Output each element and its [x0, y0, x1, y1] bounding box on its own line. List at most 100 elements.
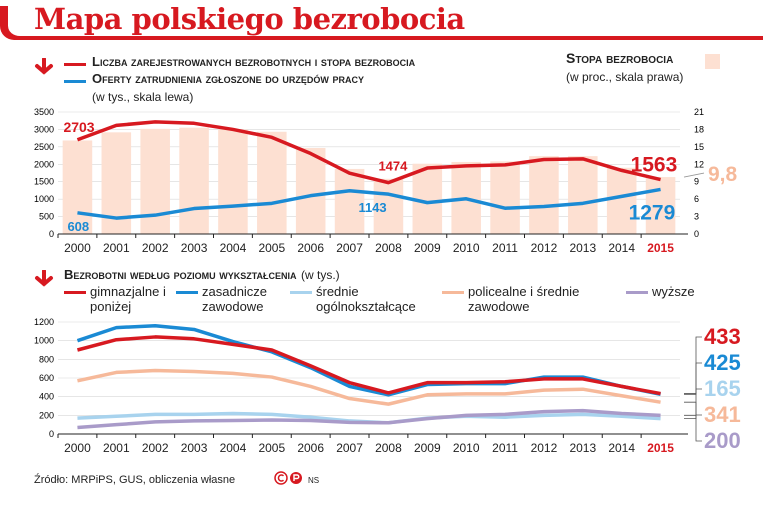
y2-tick-label: 3 [694, 212, 699, 222]
legend-swatch-unemployed [64, 63, 86, 66]
arrow-down-icon [35, 58, 53, 75]
y-tick-label: 1000 [34, 336, 54, 346]
end-connector [684, 414, 702, 442]
x-tick-label: 2003 [181, 441, 208, 455]
rate-bar [62, 140, 93, 234]
x-tick-label: 2009 [414, 441, 441, 455]
rate-bar [645, 177, 676, 234]
end-connector [684, 362, 702, 395]
y-tick-label: 1200 [34, 317, 54, 327]
offers-line [77, 187, 661, 220]
end-connector [684, 336, 702, 394]
edu-line-2 [76, 323, 661, 397]
y-tick-label: 400 [39, 392, 54, 402]
rate-bar [218, 129, 248, 234]
x-tick-label: 2005 [258, 441, 285, 455]
rate-bar [140, 128, 170, 234]
end-label-1: 433 [704, 324, 741, 349]
edu-line-1 [76, 335, 661, 396]
left-scale-note: (w tys., skala lewa) [92, 90, 194, 104]
education-unit: (w tys.) [301, 268, 340, 282]
label-last-rate: 9,8 [708, 163, 738, 186]
label-last-red: 1563 [631, 154, 678, 177]
label-mid-red: 1474 [378, 159, 408, 174]
end-connector [684, 401, 702, 416]
rate-bar [568, 156, 598, 234]
x-tick-label: 2004 [220, 241, 247, 255]
x-tick-label: 2008 [375, 241, 402, 255]
education-title: Bezrobotni według poziomu wykształcenia [64, 267, 297, 282]
rate-bar [257, 131, 287, 234]
label-last-blue: 1279 [629, 201, 676, 224]
x-tick-label: 2002 [142, 441, 169, 455]
arrow-down-icon [35, 270, 53, 287]
copyright-icon [274, 471, 302, 485]
edu-line-4 [77, 368, 661, 406]
legend-edu-5: wyższe [652, 284, 695, 299]
rate-bar [373, 178, 404, 234]
x-tick-label: 2013 [569, 241, 596, 255]
x-tick-label: 2012 [531, 241, 558, 255]
x-tick-label: 2000 [64, 441, 91, 455]
end-label-5: 200 [704, 428, 741, 453]
chart-unemployment: 0 500 1000 1500 2000 2500 3000 3500 0 3 6 9 12 15 18 21… [34, 107, 738, 255]
x-tick-label: 2010 [453, 241, 480, 255]
rate-bar [490, 161, 520, 234]
y-tick-label: 3500 [34, 107, 54, 117]
x-tick-label: 2001 [103, 241, 130, 255]
y2-tick-label: 21 [694, 107, 704, 117]
y-tick-label: 3000 [34, 124, 54, 134]
title-banner: Mapa polskiego bezrobocia [0, 0, 763, 46]
x-tick-label: 2005 [258, 241, 285, 255]
x-tick-label: 2001 [103, 441, 130, 455]
rate-bar [334, 168, 365, 234]
legend-edu-1: gimnazjalne i poniżej [90, 284, 166, 314]
y-tick-label: 1500 [34, 177, 54, 187]
legend-swatch-offers [64, 80, 86, 83]
x-tick-label: 2010 [453, 441, 480, 455]
x-tick-label: 2006 [297, 441, 324, 455]
source-note: Źródło: MRPiPS, GUS, obliczenia własne [34, 474, 236, 486]
rate-bar [179, 127, 209, 234]
rate-bar [529, 156, 559, 234]
credit: NS [308, 476, 320, 485]
y-tick-label: 800 [39, 354, 54, 364]
legend-offers: Oferty zatrudnienia zgłoszone do urzędów… [92, 71, 364, 86]
x-tick-label: 2015 [647, 441, 674, 455]
label-first-blue: 608 [67, 219, 89, 234]
right-scale-note: (w proc., skala prawa) [566, 70, 684, 84]
y-tick-label: 1000 [34, 194, 54, 204]
chart-education: 0 200 400 600 800 1000 1200 2000 2001 2002 2003 200… [34, 317, 741, 455]
swatch-edu-2 [176, 291, 198, 294]
y2-tick-label: 0 [694, 229, 699, 239]
x-tick-label: 2011 [492, 441, 518, 455]
label-mid-blue: 1143 [358, 200, 386, 215]
legend-edu-4: policealne i średnie zawodowe [468, 284, 580, 314]
y-tick-label: 500 [39, 212, 54, 222]
rate-bar [295, 148, 326, 234]
y2-tick-label: 12 [694, 159, 704, 169]
y2-tick-label: 18 [694, 124, 704, 134]
legend-edu-3: średnie ogólnokształcące [316, 284, 416, 314]
y2-tick-label: 9 [694, 177, 699, 187]
label-first-red: 2703 [63, 119, 94, 135]
legend-unemployed: Liczba zarejestrowanych bezrobotnych i s… [92, 54, 416, 69]
y-tick-label: 200 [39, 410, 54, 420]
y-tick-label: 0 [49, 229, 54, 239]
legend-rate-title: Stopa bezrobocia [566, 50, 674, 66]
unemployed-line [76, 120, 661, 185]
swatch-edu-3 [290, 291, 312, 294]
page-title: Mapa polskiego bezrobocia [34, 2, 465, 36]
x-tick-label: 2000 [64, 241, 91, 255]
x-tick-label: 2008 [375, 441, 402, 455]
x-tick-label: 2015 [647, 241, 674, 255]
y-tick-label: 600 [39, 373, 54, 383]
rate-connector [683, 172, 705, 178]
y-tick-label: 2500 [34, 142, 54, 152]
swatch-edu-4 [442, 291, 464, 294]
legend-swatch-rate [705, 54, 720, 69]
y2-tick-label: 6 [694, 194, 699, 204]
x-tick-label: 2003 [181, 241, 208, 255]
y2-tick-label: 15 [694, 142, 704, 152]
edu-line-5 [77, 408, 661, 430]
